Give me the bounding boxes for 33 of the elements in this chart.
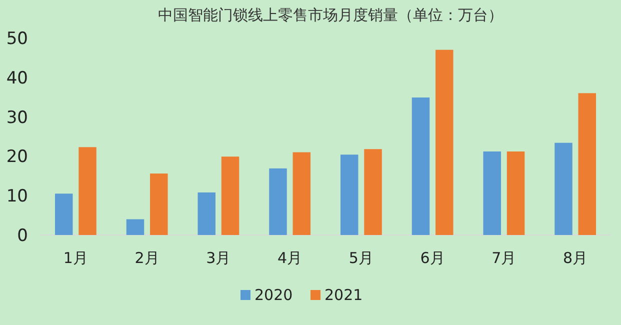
bar — [292, 152, 311, 235]
bar — [150, 174, 168, 235]
y-tick-label: 40 — [6, 68, 28, 88]
y-tick-label: 10 — [6, 186, 28, 207]
bar — [78, 147, 96, 235]
x-tick-label: 3月 — [206, 249, 231, 267]
bar — [126, 219, 144, 235]
bar — [269, 168, 287, 235]
y-tick-label: 20 — [6, 147, 28, 168]
bar — [506, 151, 525, 235]
bar — [364, 149, 382, 235]
chart-title: 中国智能门锁线上零售市场月度销量（单位：万台） — [158, 6, 503, 24]
x-tick-label: 6月 — [420, 249, 445, 267]
bar — [412, 97, 430, 235]
bar — [54, 194, 73, 235]
bar — [578, 93, 596, 235]
x-tick-label: 1月 — [63, 249, 88, 267]
bar — [554, 142, 572, 235]
legend-label: 2020 — [254, 286, 293, 304]
legend-label: 2021 — [324, 286, 363, 304]
bar — [340, 154, 358, 235]
x-tick-label: 5月 — [348, 249, 374, 267]
y-tick-label: 30 — [6, 108, 28, 128]
x-tick-label: 8月 — [563, 249, 588, 267]
bar — [221, 156, 240, 235]
y-tick-label: 0 — [17, 226, 28, 246]
y-tick-label: 50 — [6, 28, 28, 49]
bar — [436, 50, 454, 235]
x-tick-label: 4月 — [278, 249, 302, 267]
x-tick-label: 7月 — [492, 249, 516, 267]
bar — [483, 151, 501, 235]
bar — [198, 192, 216, 235]
x-tick-label: 2月 — [134, 249, 160, 267]
